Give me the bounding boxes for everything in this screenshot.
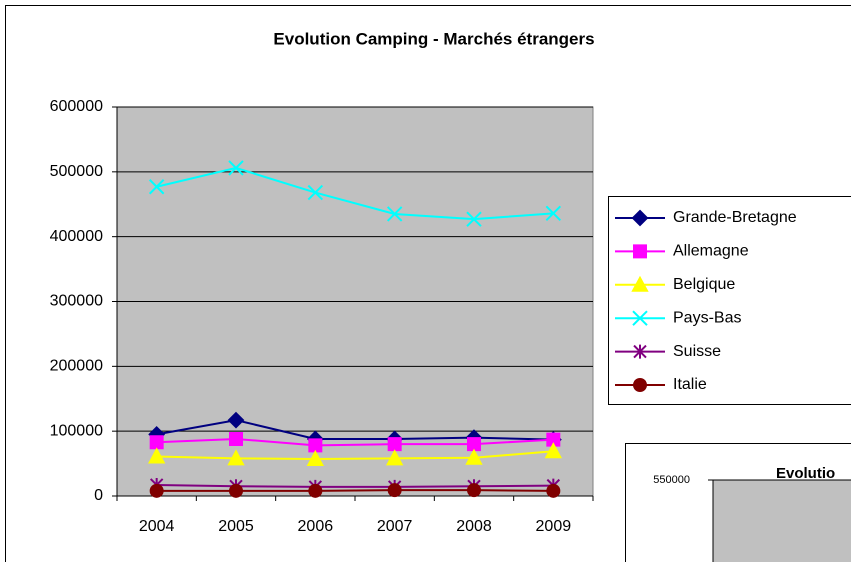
data-point <box>227 411 245 429</box>
y-tick-label: 200000 <box>50 358 103 375</box>
y-tick-label: 550000 <box>653 474 690 486</box>
legend-marker <box>633 244 647 259</box>
data-point <box>307 184 324 201</box>
data-point <box>148 179 165 195</box>
data-point <box>544 442 563 459</box>
legend-marker <box>632 310 648 326</box>
data-point <box>546 483 561 498</box>
data-point <box>466 483 482 498</box>
legend-marker <box>632 378 648 392</box>
series-line <box>156 450 554 461</box>
y-tick-label: 600000 <box>50 98 103 115</box>
legend-label: Allemagne <box>673 243 749 260</box>
second-plot-area <box>712 479 851 562</box>
data-point <box>387 483 402 498</box>
legend-label: Pays-Bas <box>673 309 741 326</box>
series-line <box>156 419 554 441</box>
x-tick-label: 2006 <box>298 518 334 535</box>
series-line <box>156 437 554 447</box>
data-point <box>227 449 245 466</box>
legend-box <box>608 196 851 405</box>
data-point <box>306 449 325 467</box>
x-tick-label: 2009 <box>536 518 572 535</box>
x-tick-label: 2004 <box>139 518 175 535</box>
series-line <box>156 483 554 488</box>
legend-marker <box>631 209 649 227</box>
data-point <box>308 438 323 453</box>
data-point <box>385 449 404 466</box>
data-point <box>149 483 164 498</box>
series-line <box>156 489 554 492</box>
data-point <box>386 206 403 222</box>
data-point <box>546 432 561 447</box>
data-point <box>228 160 244 176</box>
data-point <box>465 448 483 465</box>
y-tick-label: 400000 <box>50 228 103 245</box>
data-point <box>467 437 481 452</box>
series-line <box>156 166 554 221</box>
legend-marker <box>633 344 647 359</box>
legend-label: Grande-Bretagne <box>673 209 797 226</box>
y-tick-label: 100000 <box>50 422 103 439</box>
data-point <box>387 437 402 452</box>
legend-label: Belgique <box>673 276 735 293</box>
data-point <box>545 205 562 222</box>
x-tick-label: 2008 <box>456 518 492 535</box>
x-tick-label: 2007 <box>377 518 413 535</box>
data-point <box>308 483 323 498</box>
legend-label: Italie <box>673 376 707 393</box>
second-chart-title: Evolutio <box>776 465 835 482</box>
data-point <box>466 211 482 227</box>
y-tick-label: 300000 <box>50 293 103 310</box>
x-tick-label: 2005 <box>218 518 254 535</box>
data-point <box>149 435 164 450</box>
data-point <box>228 483 244 498</box>
data-point <box>147 447 166 464</box>
legend-label: Suisse <box>673 343 721 360</box>
y-tick-label: 500000 <box>50 163 103 180</box>
legend-marker <box>631 275 649 292</box>
chart-title: Evolution Camping - Marchés étrangers <box>273 29 594 48</box>
data-point <box>229 431 243 446</box>
y-tick-label: 0 <box>94 487 103 504</box>
